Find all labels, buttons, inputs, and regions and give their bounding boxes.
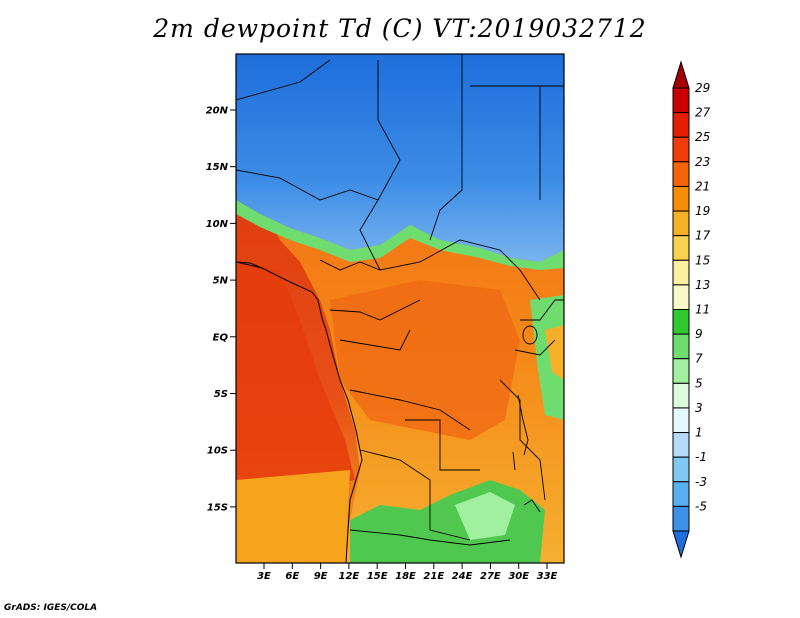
- colorbar-bottom-arrow: [672, 530, 690, 559]
- colorbar-swatch: [672, 112, 690, 138]
- colorbar-top-arrow: [672, 60, 690, 89]
- colorbar-label: 7: [695, 352, 703, 366]
- map-title: 2m dewpoint Td (C) VT:2019032712: [153, 14, 647, 43]
- lon-tick-label: 33E: [537, 571, 558, 582]
- colorbar-swatch: [672, 382, 690, 409]
- transition-band: [236, 200, 564, 270]
- colorbar-label: -1: [695, 450, 707, 464]
- colorbar-swatch: [672, 235, 690, 261]
- lon-tick-label: 3E: [257, 571, 271, 582]
- lon-tick-label: 27E: [480, 571, 501, 582]
- colorbar-label: 3: [695, 401, 703, 415]
- colorbar-swatch: [672, 481, 690, 507]
- lon-tick-label: 18E: [395, 571, 416, 582]
- lat-tick-label: 5N: [213, 276, 229, 287]
- lon-tick-label: 24E: [452, 571, 473, 582]
- colorbar-swatch: [672, 309, 690, 335]
- colorbar-label: 21: [695, 179, 710, 193]
- lat-tick-label: 10N: [206, 219, 229, 230]
- map-field: [236, 54, 564, 563]
- colorbar-swatch: [672, 456, 690, 483]
- colorbar-label: 13: [695, 278, 710, 292]
- lon-tick-label: 15E: [367, 571, 388, 582]
- colorbar-label: 5: [695, 376, 703, 390]
- coastlines: [236, 261, 363, 563]
- colorbar-swatch: [672, 210, 690, 237]
- colorbar-swatch: [672, 358, 690, 384]
- east-highland-zone: [530, 295, 564, 420]
- dry-north-zone: [236, 54, 564, 262]
- high-dewpoint-zone: [236, 262, 355, 490]
- colorbar-label: -5: [695, 499, 707, 513]
- lon-tick-label: 21E: [423, 571, 444, 582]
- credit-text: GrADS: IGES/COLA: [4, 603, 98, 613]
- east-yellow-zone: [545, 325, 564, 380]
- colorbar-label: -3: [695, 475, 707, 489]
- colorbar-swatch: [672, 161, 690, 187]
- longitude-axis: 3E 6E 9E 12E 15E 18E 21E 24E 27E 30E 33E: [257, 563, 558, 582]
- colorbar-label: 25: [695, 130, 710, 144]
- lat-tick-label: EQ: [213, 332, 229, 343]
- colorbar: 29 27 25 23 21 19 17 15 13 11 9 7 5 3 1 -1 -3 -5: [672, 60, 711, 559]
- colorbar-label: 17: [695, 229, 711, 243]
- colorbar-label: 23: [695, 155, 710, 169]
- latitude-axis: 20N 15N 10N 5N EQ 5S 10S 15S: [206, 106, 236, 513]
- colorbar-swatch: [672, 407, 690, 434]
- southern-ocean-zone: [236, 470, 350, 563]
- lon-tick-label: 9E: [314, 571, 328, 582]
- congo-basin-zone: [330, 280, 520, 440]
- lat-tick-label: 10S: [207, 446, 228, 457]
- lon-tick-label: 30E: [508, 571, 529, 582]
- lakes: [512, 325, 541, 513]
- lat-tick-label: 20N: [206, 106, 229, 117]
- lat-tick-label: 15N: [206, 162, 229, 173]
- colorbar-swatch: [672, 259, 690, 286]
- colorbar-label: 19: [695, 204, 710, 218]
- lat-tick-label: 5S: [214, 389, 228, 400]
- lon-tick-label: 12E: [339, 571, 360, 582]
- colorbar-swatch: [672, 185, 690, 212]
- colorbar-label: 29: [695, 81, 710, 95]
- colorbar-label: 15: [695, 253, 710, 267]
- colorbar-swatch: [672, 505, 690, 532]
- colorbar-swatch: [672, 87, 690, 114]
- colorbar-label: 11: [695, 303, 710, 317]
- map-frame: [235, 53, 565, 564]
- colorbar-label: 9: [695, 327, 703, 341]
- colorbar-label: 1: [695, 426, 703, 440]
- colorbar-swatch: [672, 432, 690, 458]
- colorbar-swatch: [672, 136, 690, 163]
- colorbar-swatch: [672, 333, 690, 360]
- colorbar-label: 27: [695, 106, 711, 120]
- colorbar-swatch: [672, 284, 690, 310]
- southern-light-zone: [455, 492, 515, 540]
- lon-tick-label: 6E: [285, 571, 299, 582]
- lat-tick-label: 15S: [207, 502, 228, 513]
- country-borders: [236, 54, 564, 546]
